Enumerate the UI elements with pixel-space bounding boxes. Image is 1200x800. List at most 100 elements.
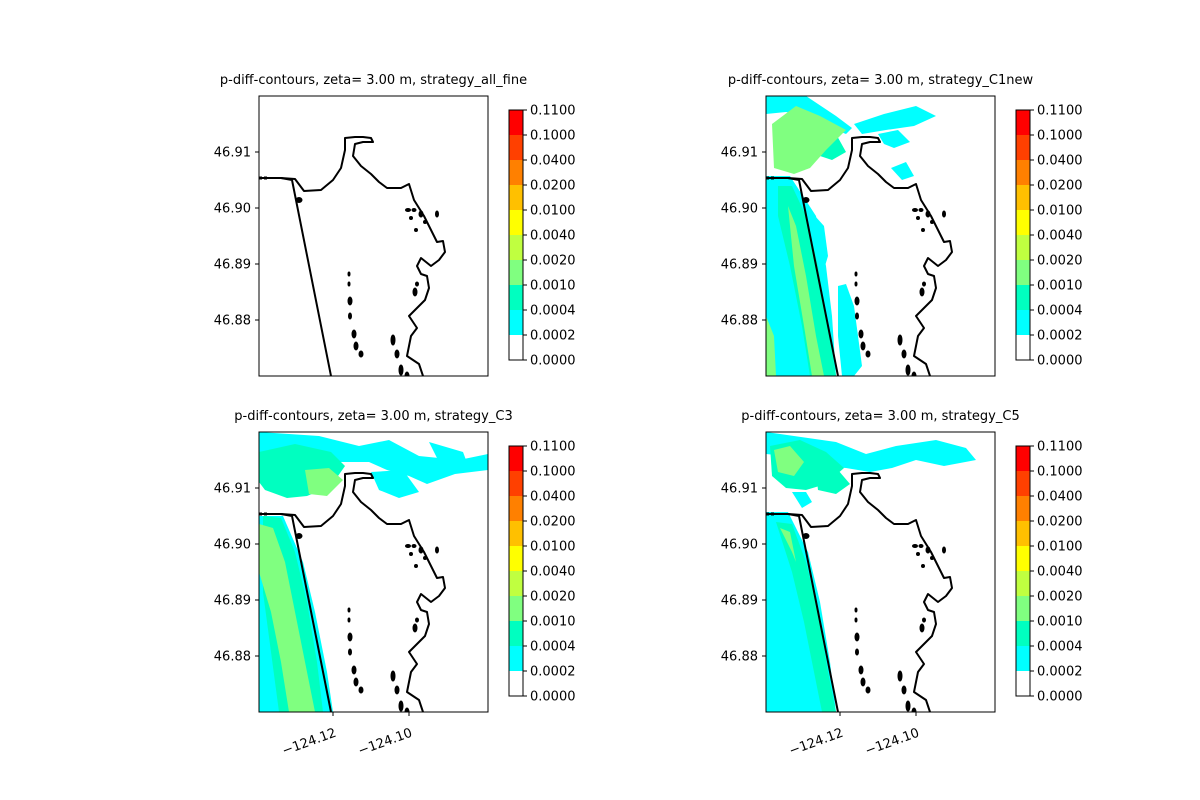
island bbox=[390, 670, 396, 682]
contour-layer bbox=[259, 136, 446, 376]
island bbox=[860, 677, 866, 687]
contour-region bbox=[788, 206, 824, 376]
island bbox=[415, 281, 419, 287]
island bbox=[415, 617, 419, 623]
contour-region bbox=[792, 492, 812, 508]
colorbar-band bbox=[1016, 110, 1030, 135]
colorbar-label: 0.0040 bbox=[530, 229, 576, 244]
contour-region bbox=[259, 432, 488, 484]
plot-frame bbox=[258, 431, 489, 713]
colorbar-band bbox=[509, 671, 523, 696]
colorbar-band bbox=[509, 335, 523, 360]
colorbar-band bbox=[1016, 160, 1030, 185]
shelf-line bbox=[787, 513, 839, 712]
island bbox=[925, 210, 931, 218]
island bbox=[802, 197, 810, 203]
plot-frame bbox=[765, 95, 996, 377]
island bbox=[855, 648, 859, 656]
colorbar-label: 0.0040 bbox=[530, 565, 576, 580]
island bbox=[855, 312, 859, 320]
colorbar-band bbox=[1016, 210, 1030, 235]
island bbox=[398, 364, 404, 376]
colorbar-label: 0.0002 bbox=[530, 329, 576, 344]
contour-region bbox=[806, 206, 828, 276]
island bbox=[435, 210, 439, 218]
colorbar-band bbox=[1016, 235, 1030, 260]
plot-frame bbox=[765, 431, 996, 713]
island bbox=[358, 686, 364, 694]
colorbar-label: 0.0400 bbox=[1037, 490, 1083, 505]
island bbox=[942, 546, 946, 554]
island bbox=[358, 350, 364, 358]
coastline bbox=[259, 136, 446, 376]
island bbox=[897, 334, 903, 346]
colorbar-label: 0.0400 bbox=[530, 154, 576, 169]
colorbar-label: 0.0000 bbox=[1037, 690, 1083, 705]
colorbar-band bbox=[1016, 285, 1030, 310]
island bbox=[854, 271, 858, 277]
colorbar-label: 0.0200 bbox=[530, 515, 576, 530]
colorbar-band bbox=[509, 135, 523, 160]
colorbar-band bbox=[1016, 521, 1030, 546]
island bbox=[854, 607, 858, 613]
y-tick-label: 46.90 bbox=[721, 538, 758, 553]
colorbar-label: 0.0400 bbox=[530, 490, 576, 505]
island bbox=[802, 533, 810, 539]
contour-layer bbox=[259, 432, 488, 712]
colorbar-label: 0.0010 bbox=[1037, 615, 1083, 630]
colorbar-label: 0.1100 bbox=[530, 104, 576, 119]
island bbox=[353, 341, 359, 351]
island bbox=[865, 686, 871, 694]
colorbar-band bbox=[1016, 671, 1030, 696]
island bbox=[918, 208, 924, 212]
panel-1: p-diff-contours, zeta= 3.00 m, strategy_… bbox=[214, 73, 576, 377]
colorbar: 0.0000 0.0002 0.0004 0.0010 0.0020 0.0040 0.01… bbox=[508, 440, 576, 705]
plot-area: 46.91 46.90 46.89 46.88 bbox=[721, 431, 996, 713]
colorbar-band bbox=[1016, 310, 1030, 335]
island bbox=[347, 296, 353, 306]
island bbox=[916, 552, 920, 556]
y-tick-label: 46.88 bbox=[721, 650, 758, 665]
shelf-line bbox=[280, 513, 332, 712]
y-tick-label: 46.89 bbox=[721, 594, 758, 609]
island bbox=[398, 700, 404, 712]
y-tick-label: 46.89 bbox=[721, 258, 758, 273]
colorbar-band bbox=[1016, 621, 1030, 646]
colorbar: 0.0000 0.0002 0.0004 0.0010 0.0020 0.0040 0.01… bbox=[508, 104, 576, 369]
colorbar-label: 0.0100 bbox=[1037, 540, 1083, 555]
y-tick-label: 46.91 bbox=[721, 146, 758, 161]
colorbar-band bbox=[509, 546, 523, 571]
island bbox=[858, 665, 864, 675]
colorbar-band bbox=[1016, 185, 1030, 210]
island bbox=[922, 281, 926, 287]
colorbar-label: 0.0400 bbox=[1037, 154, 1083, 169]
colorbar-band bbox=[509, 260, 523, 285]
y-tick-label: 46.90 bbox=[214, 202, 251, 217]
panel-title: p-diff-contours, zeta= 3.00 m, strategy_… bbox=[728, 73, 1034, 88]
island bbox=[295, 533, 303, 539]
panel-3: p-diff-contours, zeta= 3.00 m, strategy_… bbox=[214, 409, 576, 713]
island bbox=[925, 546, 931, 554]
island bbox=[423, 556, 427, 560]
colorbar-label: 0.0200 bbox=[1037, 179, 1083, 194]
colorbar-label: 0.1000 bbox=[530, 129, 576, 144]
plot-area: 46.91 46.90 46.89 46.88 bbox=[721, 95, 996, 377]
coastline bbox=[259, 472, 446, 712]
y-tick-label: 46.90 bbox=[214, 538, 251, 553]
colorbar-band bbox=[509, 496, 523, 521]
colorbar-label: 0.0100 bbox=[530, 540, 576, 555]
island bbox=[390, 334, 396, 346]
island bbox=[912, 208, 918, 212]
plot-frame bbox=[258, 95, 489, 377]
y-tick-label: 46.91 bbox=[214, 482, 251, 497]
colorbar-label: 0.0010 bbox=[530, 615, 576, 630]
island bbox=[394, 685, 400, 695]
contour-region bbox=[774, 446, 804, 476]
island bbox=[911, 371, 917, 376]
colorbar-label: 0.0004 bbox=[530, 304, 576, 319]
island bbox=[911, 707, 917, 712]
island bbox=[353, 677, 359, 687]
panel-4: p-diff-contours, zeta= 3.00 m, strategy_… bbox=[721, 409, 1083, 713]
plot-area: 46.91 46.90 46.89 46.88 bbox=[214, 95, 489, 377]
island bbox=[919, 623, 925, 633]
